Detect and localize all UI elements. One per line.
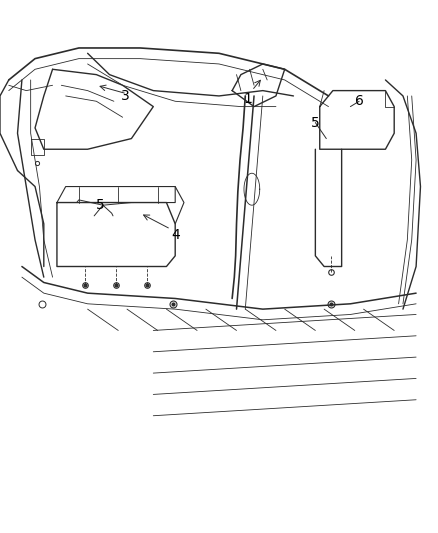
Text: 1: 1 (243, 92, 252, 106)
Text: 5: 5 (96, 198, 105, 212)
Text: 3: 3 (120, 89, 129, 103)
Text: 5: 5 (311, 116, 320, 130)
Text: 6: 6 (355, 94, 364, 108)
Text: 4: 4 (171, 228, 180, 241)
